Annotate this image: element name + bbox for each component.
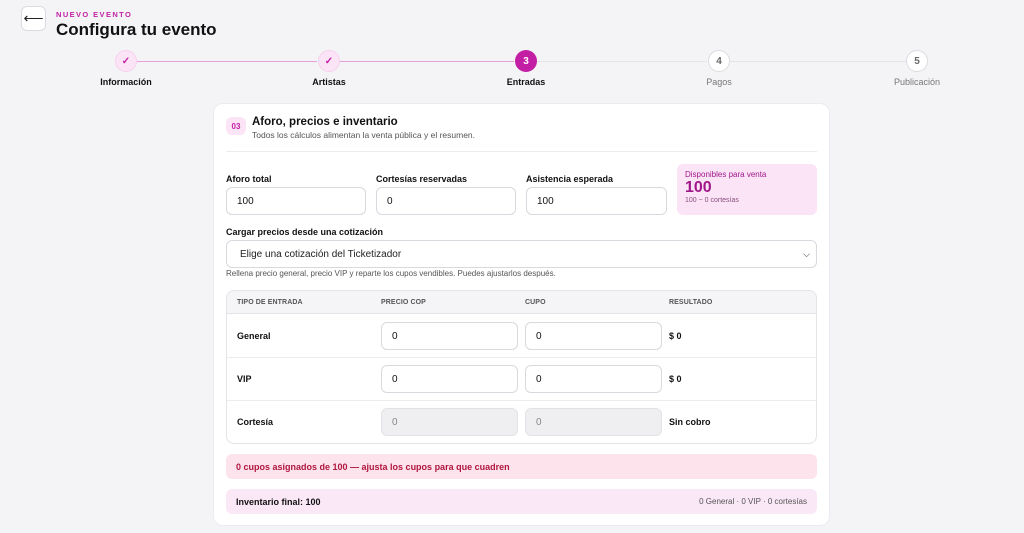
step-number: 3 — [515, 50, 537, 72]
table-row: General $ 0 — [227, 315, 816, 358]
step-number: 5 — [906, 50, 928, 72]
vip-quota-input[interactable] — [525, 365, 662, 393]
capacity-total-input[interactable] — [226, 187, 366, 215]
attendance-input[interactable] — [526, 187, 667, 215]
courtesy-quota-input — [525, 408, 662, 436]
stepper: ✓ Información ✓ Artistas 3 Entradas 4 Pa… — [0, 50, 1024, 90]
step-label: Entradas — [506, 77, 546, 87]
capacity-total-label: Aforo total — [226, 174, 272, 184]
courtesies-label: Cortesías reservadas — [376, 174, 468, 184]
general-price-input[interactable] — [381, 322, 518, 350]
step-entradas[interactable]: 3 Entradas — [471, 50, 581, 87]
step-label: Información — [100, 77, 152, 87]
quote-select[interactable]: Elige una cotización del Ticketizador ⌵ — [226, 240, 817, 268]
chevron-down-icon: ⌵ — [803, 248, 810, 259]
section-title: Aforo, precios e inventario — [252, 116, 398, 128]
available-formula: 100 − 0 cortesías — [685, 197, 739, 204]
general-quota-input[interactable] — [525, 322, 662, 350]
quota-alert-text: 0 cupos asignados de 100 — ajusta los cu… — [236, 461, 510, 472]
ticket-type: Cortesía — [237, 417, 274, 427]
step-connector — [537, 61, 707, 62]
step-label: Publicación — [893, 77, 941, 87]
ticket-type: General — [237, 331, 271, 341]
quote-help-text: Rellena precio general, precio VIP y rep… — [226, 269, 556, 278]
column-header: TIPO DE ENTRADA — [237, 299, 303, 306]
back-button[interactable]: ⟵ — [21, 6, 46, 31]
step-number: 4 — [708, 50, 730, 72]
step-connector — [137, 61, 317, 62]
step-informacion[interactable]: ✓ Información — [71, 50, 181, 87]
vip-price-input[interactable] — [381, 365, 518, 393]
column-header: PRECIO COP — [381, 299, 426, 306]
courtesies-input[interactable] — [376, 187, 516, 215]
courtesy-price-input — [381, 408, 518, 436]
eyebrow-label: NUEVO EVENTO — [56, 10, 133, 19]
inventory-final: Inventario final: 100 — [236, 496, 321, 507]
ticket-types-table: TIPO DE ENTRADA PRECIO COP CUPO RESULTAD… — [226, 290, 817, 444]
available-for-sale-box: Disponibles para venta 100 100 − 0 corte… — [677, 164, 817, 215]
tickets-card: 03 Aforo, precios e inventario Todos los… — [213, 103, 830, 526]
section-number-badge: 03 — [226, 117, 246, 135]
check-icon: ✓ — [318, 50, 340, 72]
step-publicacion[interactable]: 5 Publicación — [862, 50, 972, 87]
quote-select-value: Elige una cotización del Ticketizador — [240, 248, 402, 260]
step-pagos[interactable]: 4 Pagos — [664, 50, 774, 87]
step-connector — [730, 61, 906, 62]
arrow-left-icon: ⟵ — [23, 10, 44, 26]
check-icon: ✓ — [115, 50, 137, 72]
divider — [226, 151, 817, 152]
inventory-summary: Inventario final: 100 0 General · 0 VIP … — [226, 489, 817, 514]
step-artistas[interactable]: ✓ Artistas — [274, 50, 384, 87]
page-title: Configura tu evento — [56, 20, 217, 39]
table-row: VIP $ 0 — [227, 358, 816, 401]
step-connector — [340, 61, 514, 62]
table-header: TIPO DE ENTRADA PRECIO COP CUPO RESULTAD… — [227, 291, 816, 314]
section-subtitle: Todos los cálculos alimentan la venta pú… — [252, 130, 476, 140]
available-label: Disponibles para venta — [685, 170, 767, 179]
table-row: Cortesía Sin cobro — [227, 401, 816, 443]
row-result: $ 0 — [669, 374, 682, 384]
step-label: Pagos — [706, 77, 732, 87]
available-value: 100 — [685, 179, 712, 196]
quota-alert: 0 cupos asignados de 100 — ajusta los cu… — [226, 454, 817, 479]
column-header: RESULTADO — [669, 299, 713, 306]
row-result: $ 0 — [669, 331, 682, 341]
inventory-breakdown: 0 General · 0 VIP · 0 cortesías — [699, 497, 807, 506]
row-result: Sin cobro — [669, 417, 711, 427]
ticket-type: VIP — [237, 374, 252, 384]
column-header: CUPO — [525, 299, 546, 306]
attendance-label: Asistencia esperada — [526, 174, 614, 184]
quote-label: Cargar precios desde una cotización — [226, 227, 384, 237]
step-label: Artistas — [312, 77, 346, 87]
